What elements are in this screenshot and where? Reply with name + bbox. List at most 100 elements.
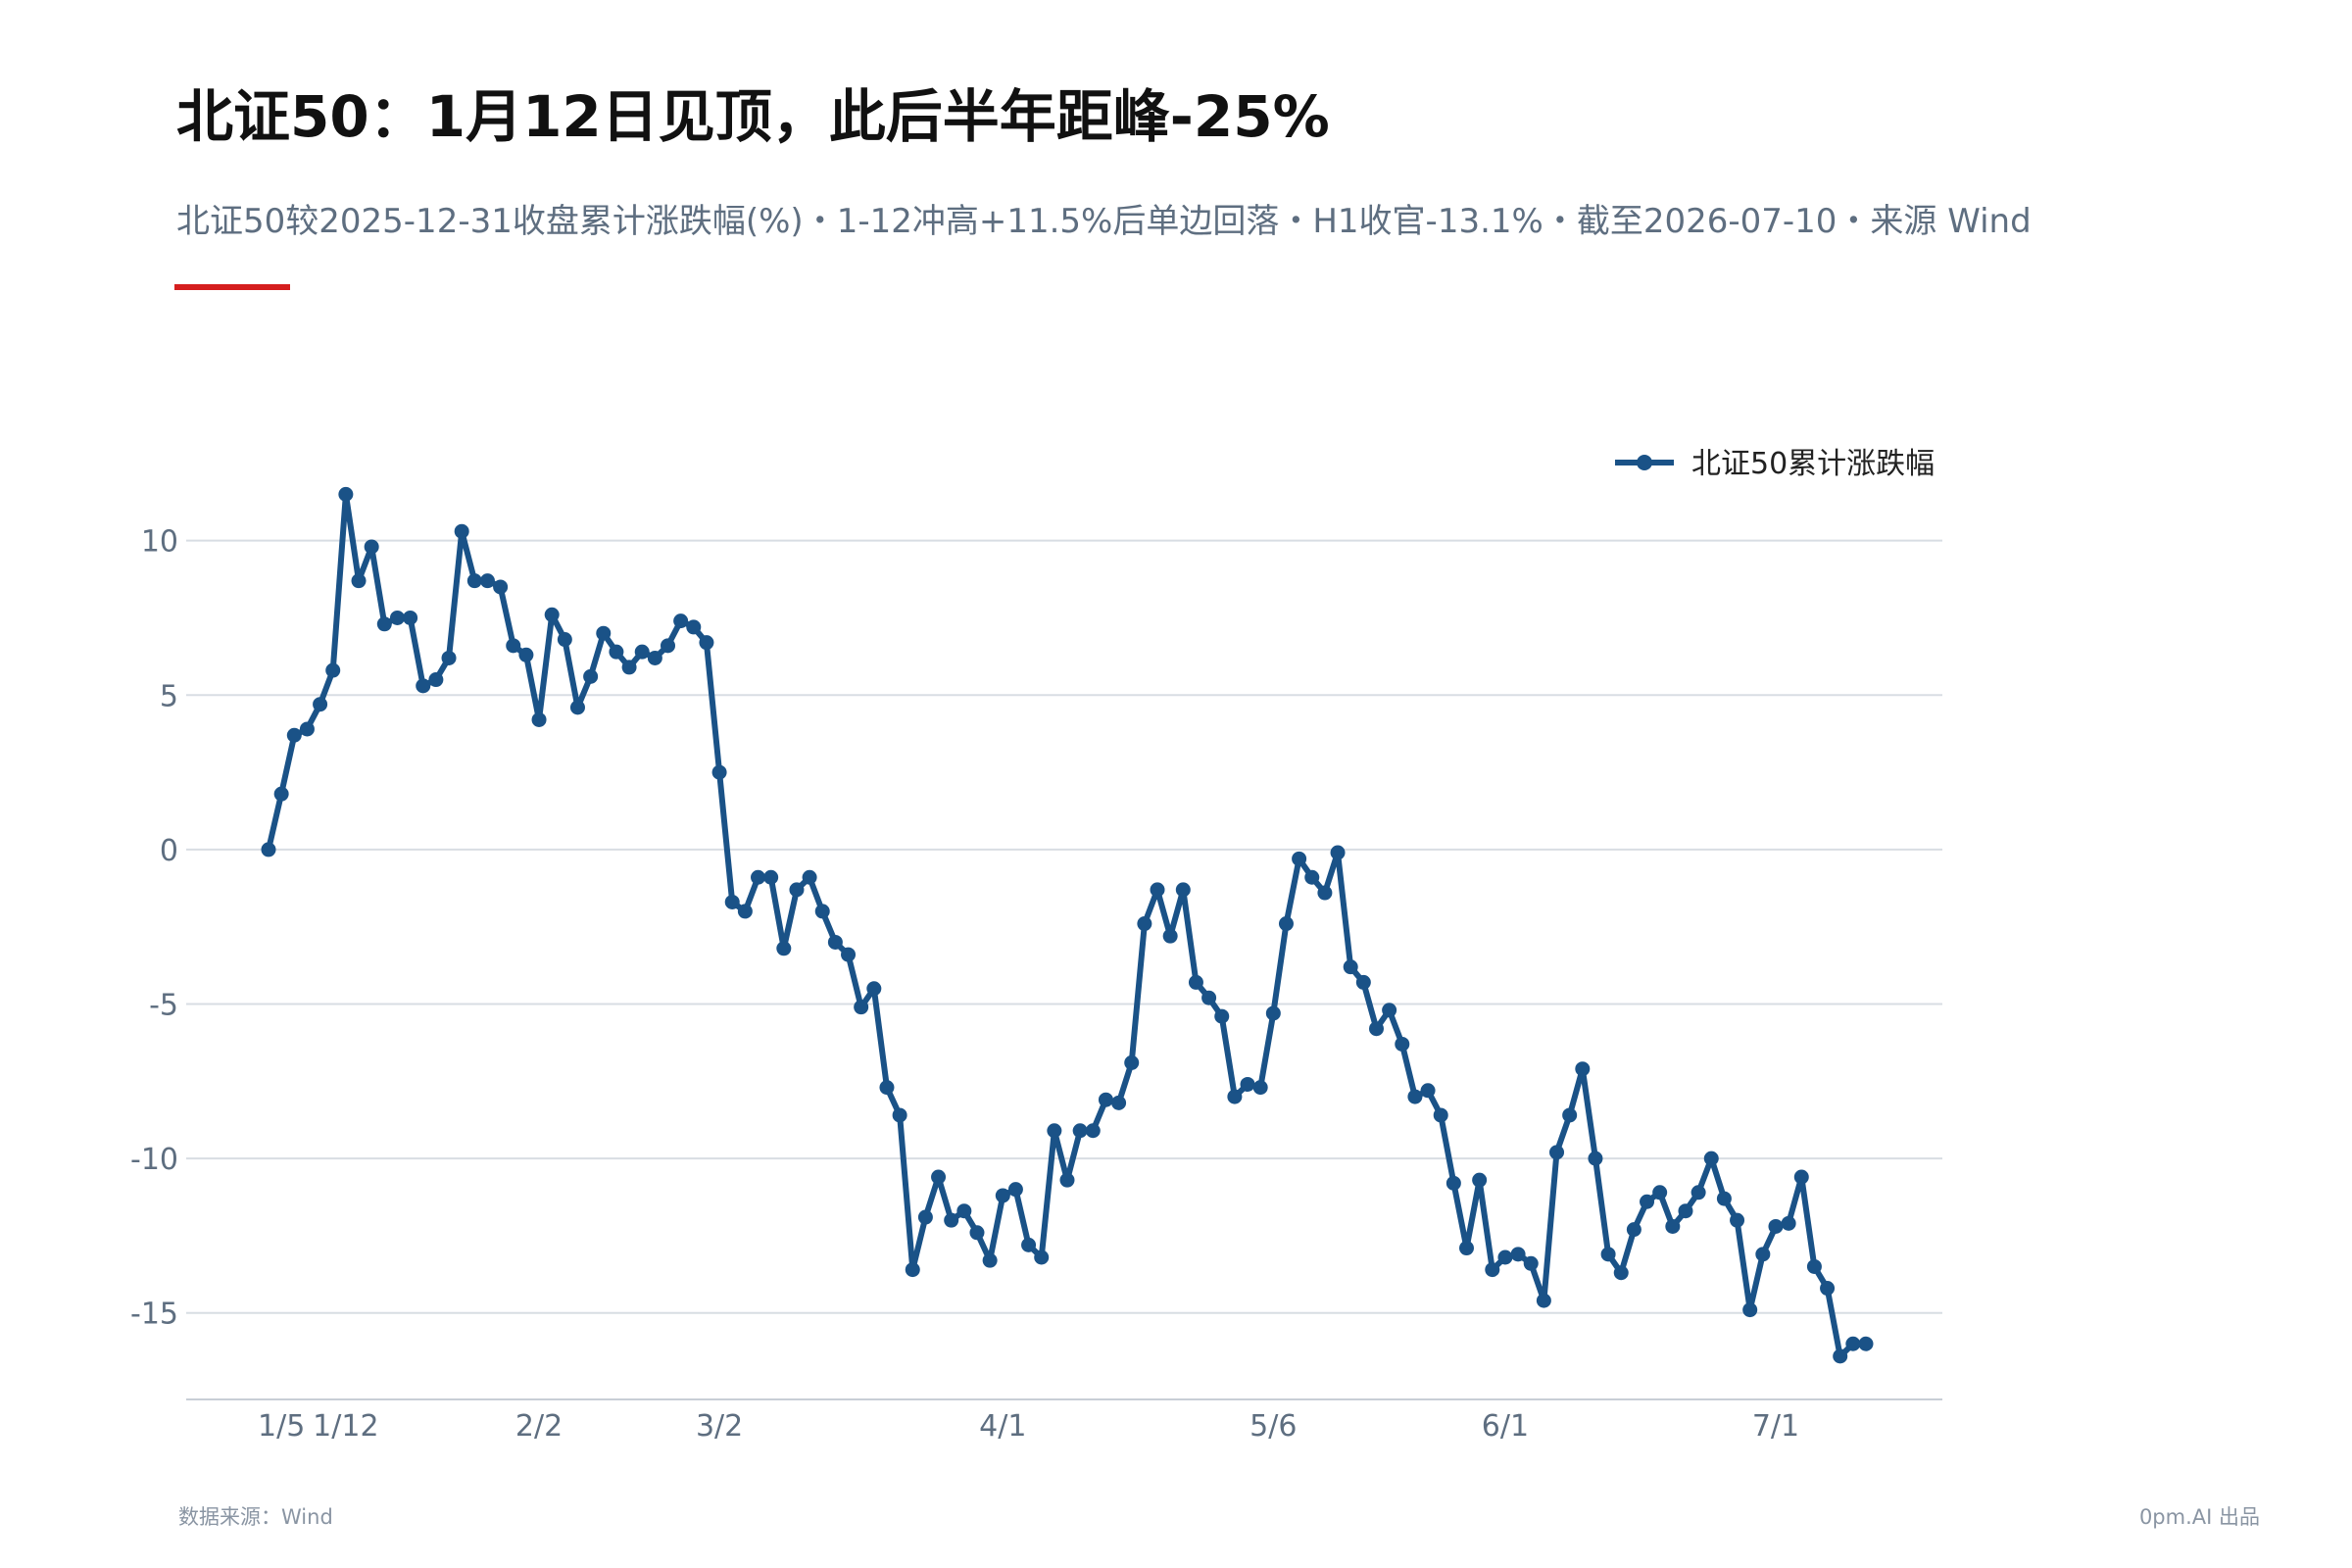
legend[interactable]: 北证50累计涨跌幅	[1615, 447, 1935, 481]
data-point	[1355, 974, 1371, 990]
y-tick-label: -15	[130, 1298, 178, 1332]
data-point	[389, 610, 405, 625]
chart-subtitle: 北证50较2025-12-31收盘累计涨跌幅(%)・1-12冲高+11.5%后单…	[176, 202, 2032, 241]
data-point	[325, 662, 341, 678]
data-point	[1072, 1123, 1088, 1139]
data-point	[1292, 851, 1307, 866]
data-point	[1497, 1250, 1513, 1265]
x-tick-label: 3/2	[696, 1409, 743, 1444]
x-tick-label: 7/1	[1752, 1409, 1799, 1444]
data-point	[1304, 869, 1320, 885]
data-point	[569, 700, 585, 715]
data-point	[313, 697, 328, 712]
data-point	[661, 638, 675, 654]
data-point	[699, 635, 714, 651]
data-point	[1703, 1151, 1719, 1166]
data-source-note: 数据来源：Wind	[178, 1505, 333, 1529]
data-point	[1021, 1237, 1037, 1252]
data-point	[479, 573, 495, 589]
data-point	[1510, 1247, 1526, 1262]
data-point	[1175, 882, 1191, 898]
data-point	[1188, 974, 1203, 990]
data-point	[1806, 1258, 1822, 1274]
data-point	[673, 613, 689, 629]
data-point	[841, 947, 857, 962]
data-point	[686, 619, 702, 635]
data-point	[737, 904, 753, 919]
data-point	[1368, 1021, 1384, 1037]
x-tick-label: 1/12	[313, 1409, 378, 1444]
x-tick-label: 5/6	[1250, 1409, 1297, 1444]
data-point	[544, 607, 560, 622]
data-point	[1446, 1175, 1461, 1191]
data-point	[1613, 1265, 1629, 1281]
data-point	[789, 882, 805, 898]
data-point	[1407, 1089, 1423, 1104]
data-point	[273, 786, 289, 802]
data-point	[1265, 1005, 1281, 1021]
data-point	[1382, 1003, 1397, 1018]
data-point	[1845, 1336, 1861, 1351]
data-point	[286, 727, 302, 743]
data-point	[944, 1212, 959, 1228]
data-point	[466, 573, 482, 589]
data-point	[609, 644, 624, 660]
data-point	[531, 711, 547, 727]
data-point	[1330, 845, 1346, 860]
data-point	[969, 1225, 985, 1241]
data-point	[428, 672, 444, 688]
data-point	[1562, 1107, 1578, 1123]
y-tick-label: 10	[141, 525, 178, 560]
data-point	[647, 650, 662, 665]
data-point	[299, 721, 315, 737]
data-point	[866, 981, 882, 997]
data-point	[711, 764, 727, 780]
x-tick-label: 4/1	[979, 1409, 1026, 1444]
data-point	[364, 539, 379, 555]
data-point	[956, 1203, 972, 1219]
data-point	[1150, 882, 1165, 898]
data-point	[1858, 1336, 1874, 1351]
data-point	[454, 523, 469, 539]
data-point	[1047, 1123, 1062, 1139]
data-point	[905, 1262, 920, 1278]
data-point	[1420, 1083, 1436, 1099]
data-point	[1652, 1185, 1668, 1200]
data-point	[1201, 990, 1217, 1005]
data-point	[506, 638, 521, 654]
data-point	[854, 1000, 869, 1015]
data-point	[1523, 1255, 1539, 1271]
data-point	[1820, 1281, 1836, 1297]
data-point	[1085, 1123, 1101, 1139]
data-point	[261, 842, 276, 858]
x-tick-label: 1/5	[258, 1409, 305, 1444]
data-point	[557, 632, 572, 648]
data-point	[1781, 1215, 1796, 1231]
data-point	[1007, 1182, 1023, 1198]
data-point	[1768, 1218, 1784, 1234]
data-point	[814, 904, 830, 919]
data-point	[982, 1252, 998, 1268]
data-point	[1690, 1185, 1706, 1200]
data-point	[1111, 1095, 1127, 1110]
data-point	[1459, 1241, 1474, 1256]
data-point	[376, 616, 392, 632]
x-axis-ticks: 1/5 1/12 2/2 3/2 4/1 5/6 6/1 7/1	[258, 1409, 1799, 1444]
data-point	[596, 625, 612, 641]
data-point	[892, 1107, 907, 1123]
data-point	[1162, 928, 1178, 944]
data-point	[827, 934, 843, 950]
data-point	[1227, 1089, 1243, 1104]
data-point	[1059, 1172, 1075, 1188]
data-point	[403, 610, 418, 625]
y-tick-label: -10	[130, 1143, 178, 1177]
data-point	[724, 894, 740, 909]
y-tick-label: 0	[160, 834, 178, 868]
data-point	[1395, 1036, 1410, 1052]
data-point	[1742, 1302, 1758, 1318]
data-point	[917, 1209, 933, 1225]
x-tick-label: 6/1	[1482, 1409, 1529, 1444]
data-point	[995, 1188, 1010, 1203]
data-point	[351, 573, 367, 589]
